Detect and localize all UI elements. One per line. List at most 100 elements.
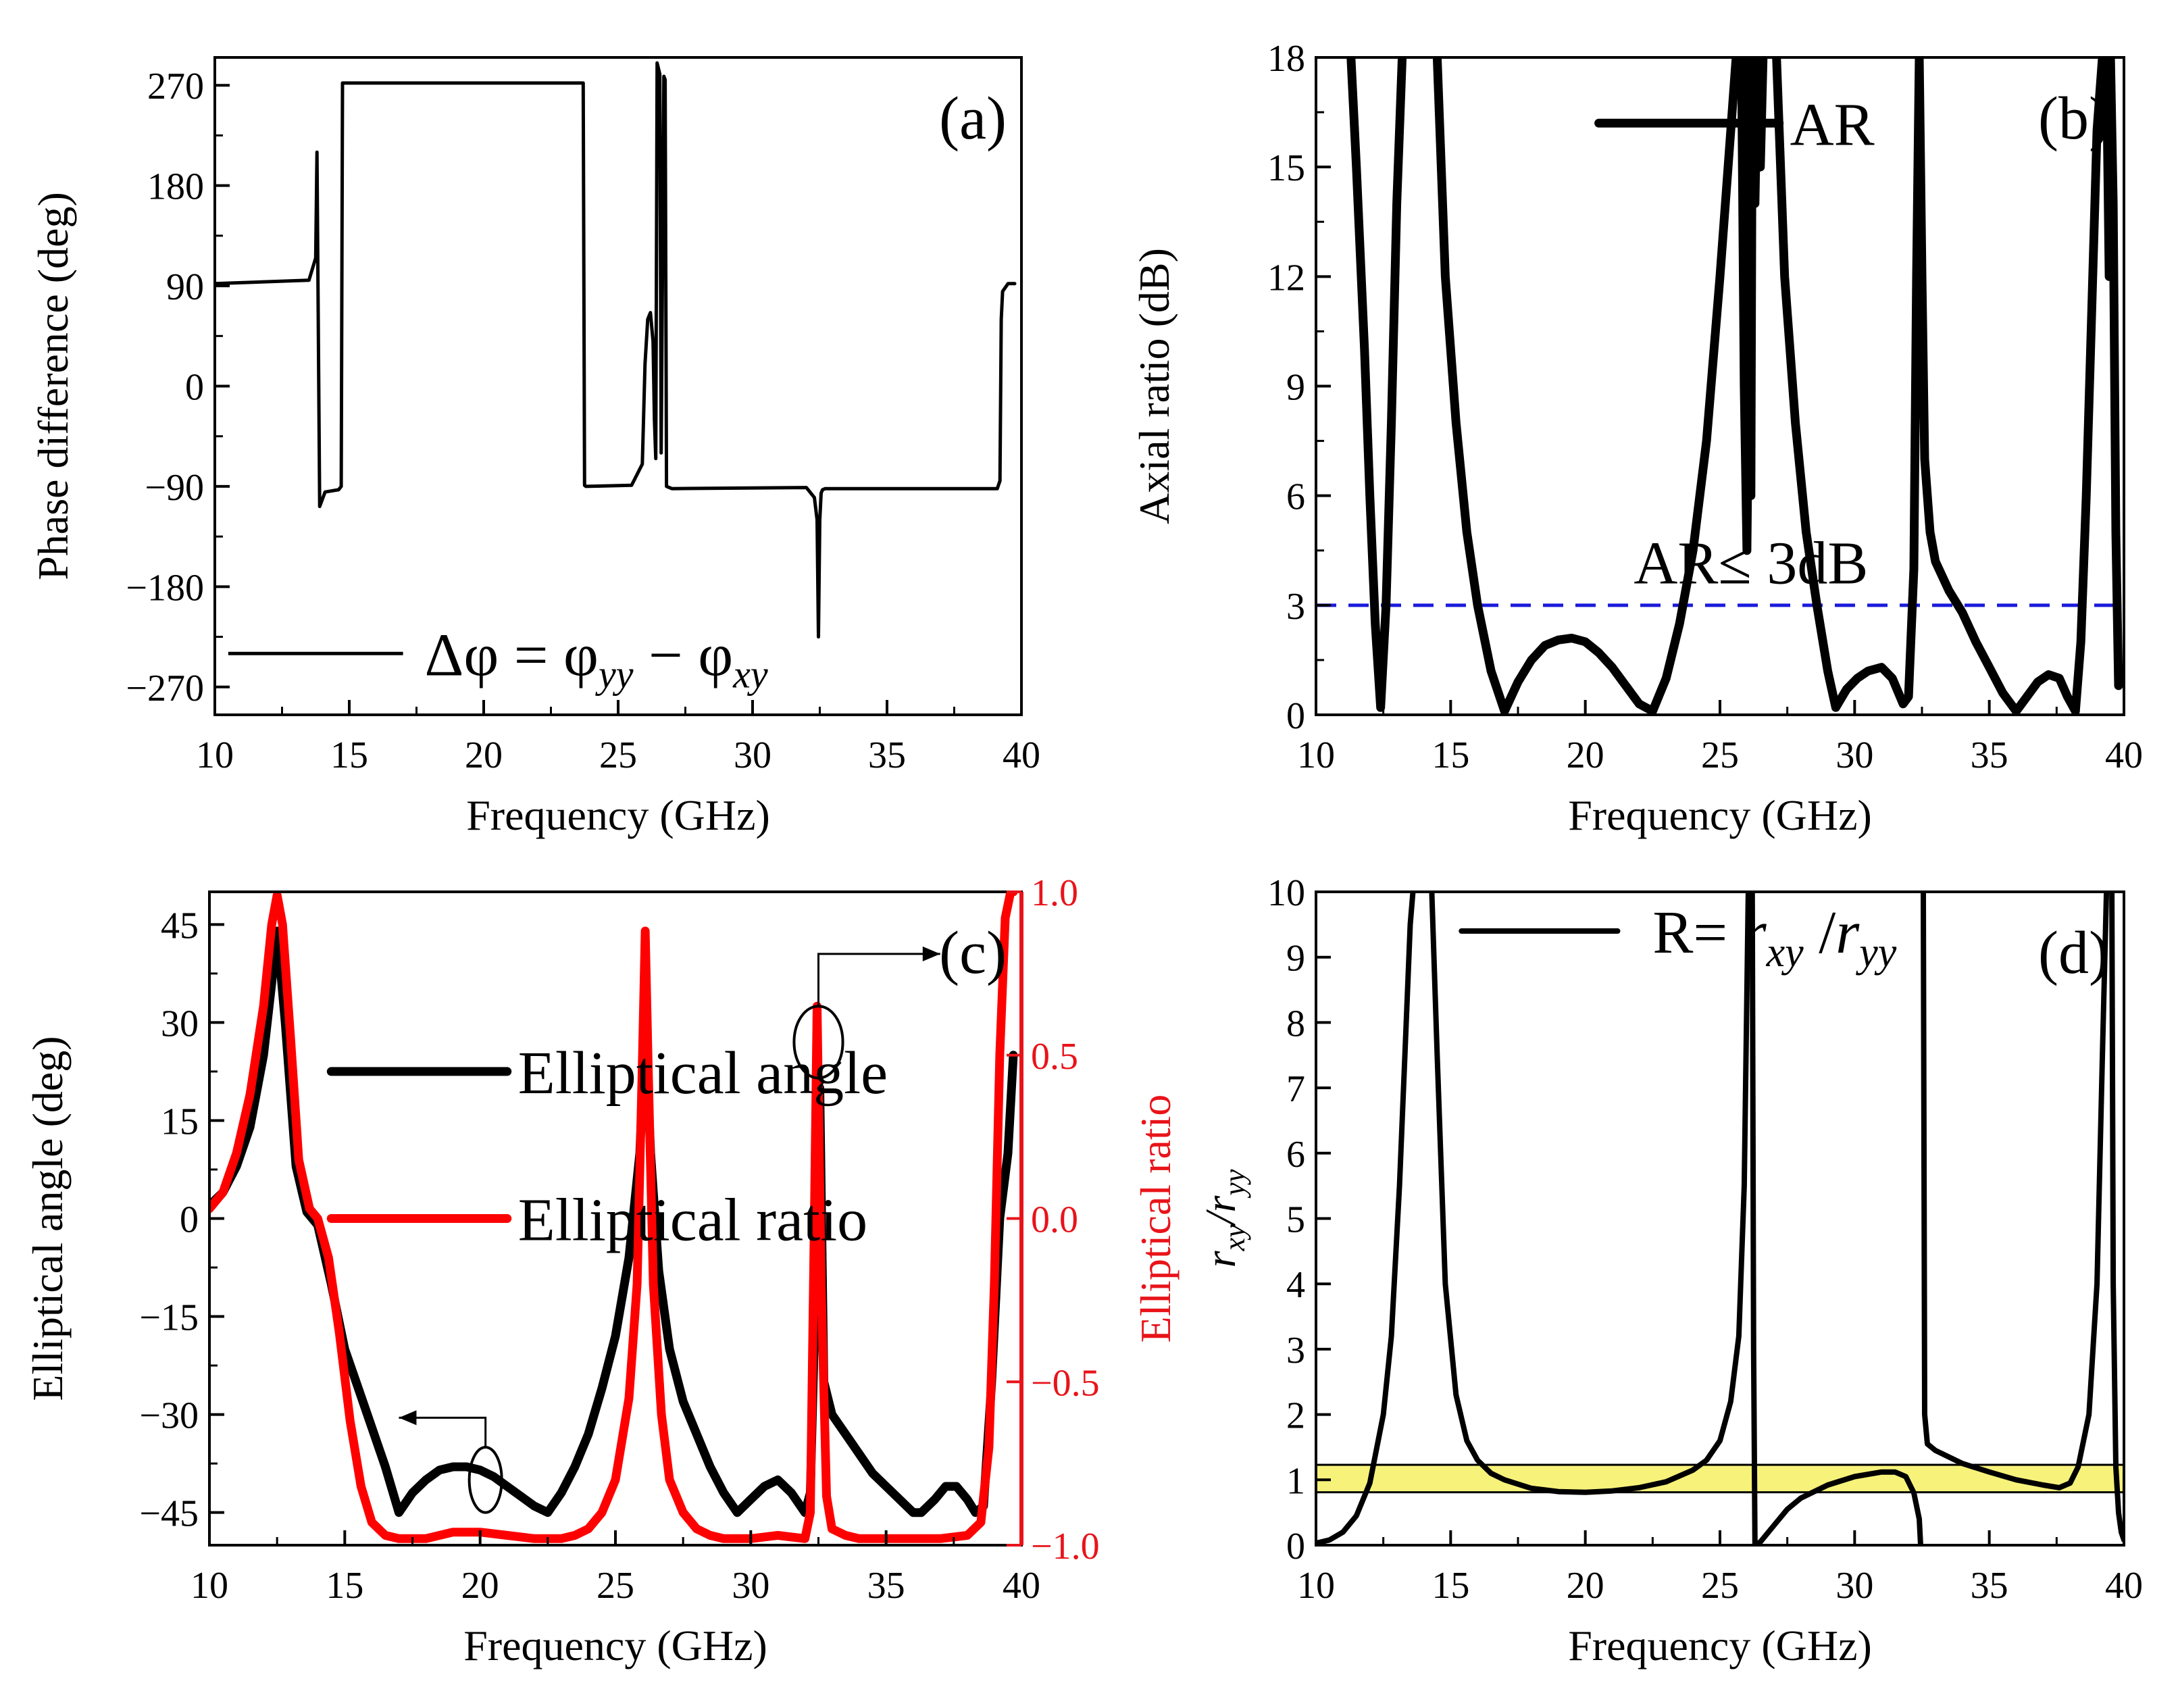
series-line-data-1: [1429, 892, 1751, 1495]
y-tick-label: 45: [161, 905, 199, 947]
y-tick-label: −270: [126, 668, 204, 709]
x-tick-label: 35: [867, 1565, 905, 1607]
y-axis-label: Elliptical angle (deg): [24, 1036, 72, 1401]
y-axis-label: Phase difference (deg): [29, 192, 77, 580]
y-tick-label: 12: [1267, 257, 1305, 299]
legend: AR: [1594, 91, 1875, 158]
y-tick-label: 9: [1286, 938, 1305, 980]
plot-area: [209, 892, 1018, 1543]
legend: Elliptical angle Elliptical ratio: [326, 1040, 888, 1254]
x-tick-label: 40: [1003, 1565, 1040, 1607]
plot-area: [1316, 892, 2124, 1545]
y-tick-label: 180: [147, 166, 204, 208]
legend: Δφ = φyy − φxy: [228, 622, 768, 696]
x-tick-label: 10: [191, 1565, 228, 1607]
marker-arrow-1: [817, 953, 940, 1007]
series-line-data-0: [1316, 892, 1416, 1545]
y-tick-label: 30: [161, 1003, 199, 1045]
y-tick-label: 2: [1286, 1395, 1305, 1437]
x-tick-label: 25: [599, 734, 637, 776]
y-tick-label: 4: [1286, 1264, 1305, 1306]
x-tick-label: 40: [2105, 1565, 2143, 1607]
x-tick-label: 40: [2105, 734, 2143, 776]
y-tick-label: 6: [1286, 1134, 1305, 1176]
series-line-ar-3: [1772, 57, 2107, 715]
y-label-sub-xy: xy: [1218, 1224, 1251, 1252]
panel-b: 10 15 20 25 30 35 40 0 3 6 9 12 15 18 Frequency (GHz) A…: [1130, 38, 2143, 839]
x-tick-label: 15: [1432, 734, 1469, 776]
x-tick-label: 35: [1971, 734, 2008, 776]
y-tick-label: 18: [1267, 38, 1305, 80]
legend-label-sub-xy: xy: [1766, 930, 1804, 976]
x-tick-label: 20: [1567, 1565, 1604, 1607]
legend-label: Δφ = φyy − φxy: [424, 622, 767, 696]
y-axis-label: rxy/ryy: [1196, 1169, 1251, 1267]
panel-label: (c): [939, 920, 1007, 986]
legend-label-slash: /: [1804, 899, 1836, 966]
right-tick-label: −0.5: [1031, 1362, 1100, 1404]
legend-label-main: Δφ = φ: [424, 622, 599, 688]
series-line-ar-1: [1432, 57, 1741, 715]
x-tick-label: 30: [734, 734, 771, 776]
x-tick-label: 40: [1003, 734, 1040, 776]
x-tick-label: 20: [465, 734, 503, 776]
x-tick-label: 10: [196, 734, 234, 776]
y-tick-label: 7: [1286, 1068, 1305, 1110]
series-line-ar-4: [2102, 57, 2123, 690]
x-tick-label: 35: [868, 734, 906, 776]
panel-c: 10 15 20 25 30 35 40 −45 −30 −15 0 15 30 45 −1.0 −0.5 0.…: [24, 872, 1180, 1669]
x-axis-label: Frequency (GHz): [1568, 791, 1872, 839]
legend-label-0: Elliptical angle: [518, 1040, 888, 1107]
legend-label-1: Elliptical ratio: [518, 1187, 867, 1254]
legend-label-sub-yy: yy: [595, 652, 634, 696]
legend-label-minus: − φ: [633, 622, 733, 688]
y-tick-label: 9: [1286, 367, 1305, 409]
x-tick-label: 15: [326, 1565, 363, 1607]
series-line-ar-2: [1737, 57, 1768, 555]
legend-label: R= rxy /ryy: [1652, 899, 1896, 976]
y-tick-label: −90: [145, 467, 204, 509]
series-line-elliptical-ratio-1: [209, 892, 1018, 1543]
x-tick-label: 25: [1701, 1565, 1739, 1607]
right-tick-label: 0.0: [1031, 1199, 1078, 1241]
y-tick-label: 0: [185, 367, 204, 409]
right-tick-label: −1.0: [1031, 1526, 1100, 1567]
series-line-data-0: [215, 61, 1017, 639]
x-axis-label: Frequency (GHz): [1568, 1622, 1872, 1669]
right-tick-label: 0.5: [1031, 1036, 1078, 1078]
y-tick-label: 90: [166, 266, 204, 308]
y-tick-label: 6: [1286, 476, 1305, 518]
y-tick-label: 8: [1286, 1003, 1305, 1045]
x-tick-label: 10: [1297, 734, 1335, 776]
x-axis-label: Frequency (GHz): [466, 791, 770, 839]
series-line-data-4: [2109, 892, 2124, 1543]
y-label-r: r: [1196, 1250, 1244, 1267]
legend-label: AR: [1790, 91, 1875, 158]
x-tick-label: 10: [1297, 1565, 1335, 1607]
plot-area: [215, 61, 1017, 639]
legend-label-r: r: [1743, 899, 1767, 966]
y-tick-label: −45: [139, 1493, 199, 1535]
figure-panels: 10 15 20 25 30 35 40 −270 −180 −90 0 90 180 2 7 0 Freque…: [24, 38, 2143, 1669]
y-tick-label: 15: [1267, 147, 1305, 189]
panel-label: (d): [2038, 920, 2109, 986]
right-tick-label: 1.0: [1031, 872, 1078, 914]
legend: R= rxy /ryy: [1459, 899, 1897, 976]
y-tick-label: 1: [1286, 1460, 1305, 1502]
y-tick-label: 0: [180, 1199, 199, 1241]
series-line-data-3: [1921, 892, 2110, 1490]
panel-label: (b): [2038, 85, 2109, 152]
plot-area: [1316, 57, 2124, 715]
y-tick-label: −180: [126, 567, 204, 609]
x-tick-label: 20: [1567, 734, 1604, 776]
marker-arrowhead-1: [922, 946, 940, 961]
panel-a: 10 15 20 25 30 35 40 −270 −180 −90 0 90 180 270 Freque…: [29, 56, 1040, 839]
y-axis-label: Axial ratio (dB): [1130, 248, 1178, 524]
y-label-slash-r: /r: [1196, 1195, 1244, 1227]
marker-arrow-0: [399, 1416, 487, 1447]
y-tick-label: 3: [1286, 586, 1305, 628]
legend-label-sub-xy: xy: [732, 652, 768, 696]
x-tick-label: 15: [1432, 1565, 1469, 1607]
x-tick-label: 35: [1971, 1565, 2008, 1607]
y-label-sub-yy: yy: [1218, 1169, 1251, 1199]
